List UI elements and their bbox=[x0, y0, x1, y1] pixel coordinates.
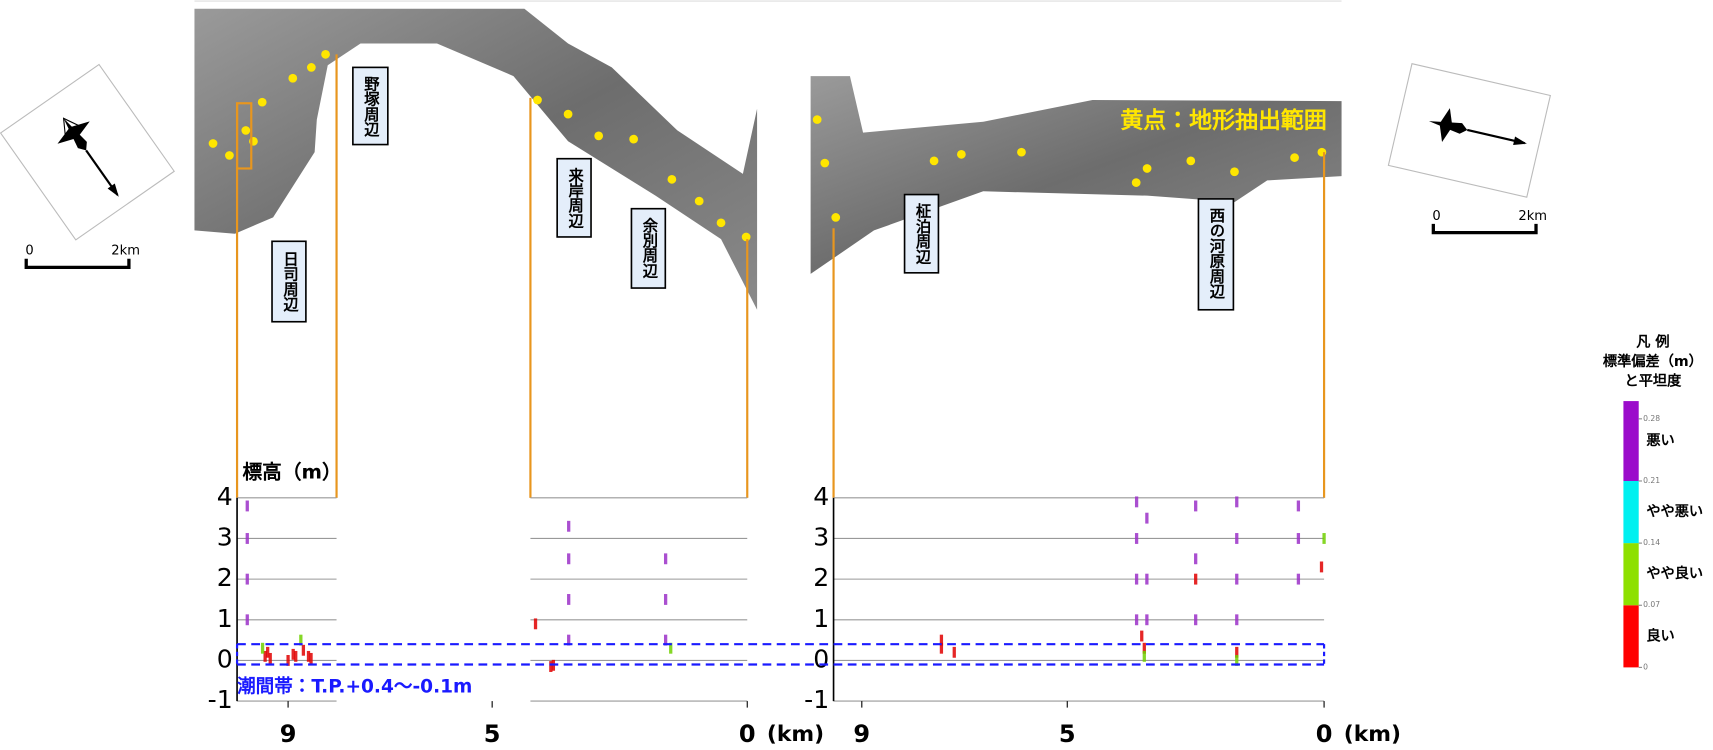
y-tick-label: 4 bbox=[813, 482, 829, 511]
y-tick-label: 0 bbox=[813, 644, 829, 673]
point bbox=[1297, 501, 1300, 512]
point bbox=[1320, 562, 1323, 573]
compass bbox=[1388, 64, 1550, 197]
point bbox=[1235, 614, 1238, 625]
point bbox=[664, 553, 667, 564]
legend-label: やや悪い bbox=[1646, 504, 1703, 520]
point bbox=[1297, 574, 1300, 585]
legend: 凡 例 標準偏差（m） と平坦度 良い やや良い やや悪い 悪い 0 0.07 0.14 0.… bbox=[1603, 333, 1703, 671]
point bbox=[1135, 496, 1138, 507]
point bbox=[1322, 533, 1325, 544]
terrain-map bbox=[811, 76, 1342, 274]
y-tick-label: -1 bbox=[804, 685, 829, 714]
map-label: 日司周辺 bbox=[281, 251, 299, 312]
legend-tick-label: 0.28 bbox=[1643, 414, 1660, 423]
point bbox=[261, 643, 264, 654]
point bbox=[309, 653, 312, 664]
point bbox=[302, 645, 305, 656]
map-label: 西の河原周辺 bbox=[1207, 208, 1225, 299]
point bbox=[1145, 574, 1148, 585]
legend-label: 良い bbox=[1646, 627, 1674, 644]
map-label: 余別周辺 bbox=[640, 217, 659, 279]
point bbox=[294, 651, 297, 662]
legend-tick-label: 0 bbox=[1643, 662, 1648, 671]
point bbox=[664, 594, 667, 605]
point bbox=[1235, 574, 1238, 585]
map-label: 野塚周辺 bbox=[362, 76, 380, 137]
legend-tick-label: 0.21 bbox=[1643, 476, 1660, 485]
x-tick-label: 5 bbox=[484, 720, 501, 748]
map-label: 柾泊周辺 bbox=[914, 203, 932, 265]
x-tick-label: 9 bbox=[853, 720, 870, 748]
scale-bar: 0 2km bbox=[1432, 209, 1547, 233]
point bbox=[1194, 501, 1197, 512]
point bbox=[1143, 651, 1146, 662]
point bbox=[1194, 553, 1197, 564]
point bbox=[1135, 533, 1138, 544]
legend-tick-label: 0.07 bbox=[1643, 600, 1660, 609]
legend-subtitle: 標準偏差（m） bbox=[1603, 353, 1703, 370]
tidal-label: 潮間帯：T.P.+0.4～-0.1m bbox=[237, 675, 472, 697]
point bbox=[1235, 496, 1238, 507]
point bbox=[269, 653, 272, 664]
point bbox=[1135, 614, 1138, 625]
y-axis-label: 標高（m） bbox=[243, 460, 342, 483]
y-tick-label: 2 bbox=[813, 563, 829, 592]
compass bbox=[1, 64, 175, 239]
point bbox=[1145, 513, 1148, 524]
point bbox=[1297, 533, 1300, 544]
point bbox=[246, 574, 249, 585]
legend-tick-label: 0.14 bbox=[1643, 538, 1660, 547]
scale-start: 0 bbox=[25, 244, 33, 259]
point bbox=[1135, 574, 1138, 585]
point bbox=[953, 647, 956, 658]
legend-swatch bbox=[1623, 401, 1638, 481]
map-note: 黄点：地形抽出範囲 bbox=[1120, 107, 1326, 134]
scale-end: 2km bbox=[1518, 209, 1547, 224]
y-tick-label: -1 bbox=[208, 685, 233, 714]
point bbox=[567, 521, 570, 532]
scale-bar: 0 2km bbox=[25, 244, 140, 268]
point bbox=[1235, 533, 1238, 544]
legend-title: 凡 例 bbox=[1636, 333, 1669, 350]
point bbox=[567, 553, 570, 564]
y-tick-label: 0 bbox=[217, 644, 233, 673]
figure: 黄点：地形抽出範囲 野塚周辺 日司周辺 来岸周辺 余別周辺 柾泊周辺 西の河原周… bbox=[0, 0, 1713, 750]
scale-end: 2km bbox=[111, 244, 140, 259]
point bbox=[1194, 574, 1197, 585]
y-tick-label: 2 bbox=[217, 563, 233, 592]
y-tick-label: 3 bbox=[813, 523, 829, 552]
y-tick-label: 1 bbox=[813, 604, 829, 633]
point bbox=[1145, 614, 1148, 625]
y-tick-label: 4 bbox=[217, 482, 233, 511]
legend-swatch bbox=[1623, 481, 1638, 543]
x-tick-label: 0 bbox=[739, 720, 756, 748]
x-unit: (km) bbox=[1344, 722, 1401, 747]
x-tick-label: 0 bbox=[1316, 720, 1333, 748]
point bbox=[534, 618, 537, 629]
legend-subtitle: と平坦度 bbox=[1625, 373, 1683, 390]
legend-label: やや良い bbox=[1646, 565, 1703, 582]
map-label: 来岸周辺 bbox=[566, 167, 585, 229]
legend-swatch bbox=[1623, 543, 1638, 605]
page: {"maps": {"labels": ["野塚周辺", "日司周辺", "来岸… bbox=[0, 0, 1713, 750]
y-tick-label: 1 bbox=[217, 604, 233, 633]
x-unit: (km) bbox=[767, 722, 824, 747]
point bbox=[1140, 631, 1143, 642]
y-tick-label: 3 bbox=[217, 523, 233, 552]
point bbox=[246, 614, 249, 625]
x-tick-label: 5 bbox=[1059, 720, 1076, 748]
x-tick-label: 9 bbox=[280, 720, 297, 748]
point bbox=[1194, 614, 1197, 625]
point bbox=[246, 533, 249, 544]
point bbox=[567, 594, 570, 605]
scale-start: 0 bbox=[1432, 209, 1440, 224]
legend-swatch bbox=[1623, 605, 1638, 667]
point bbox=[246, 501, 249, 512]
legend-label: 悪い bbox=[1646, 433, 1674, 449]
